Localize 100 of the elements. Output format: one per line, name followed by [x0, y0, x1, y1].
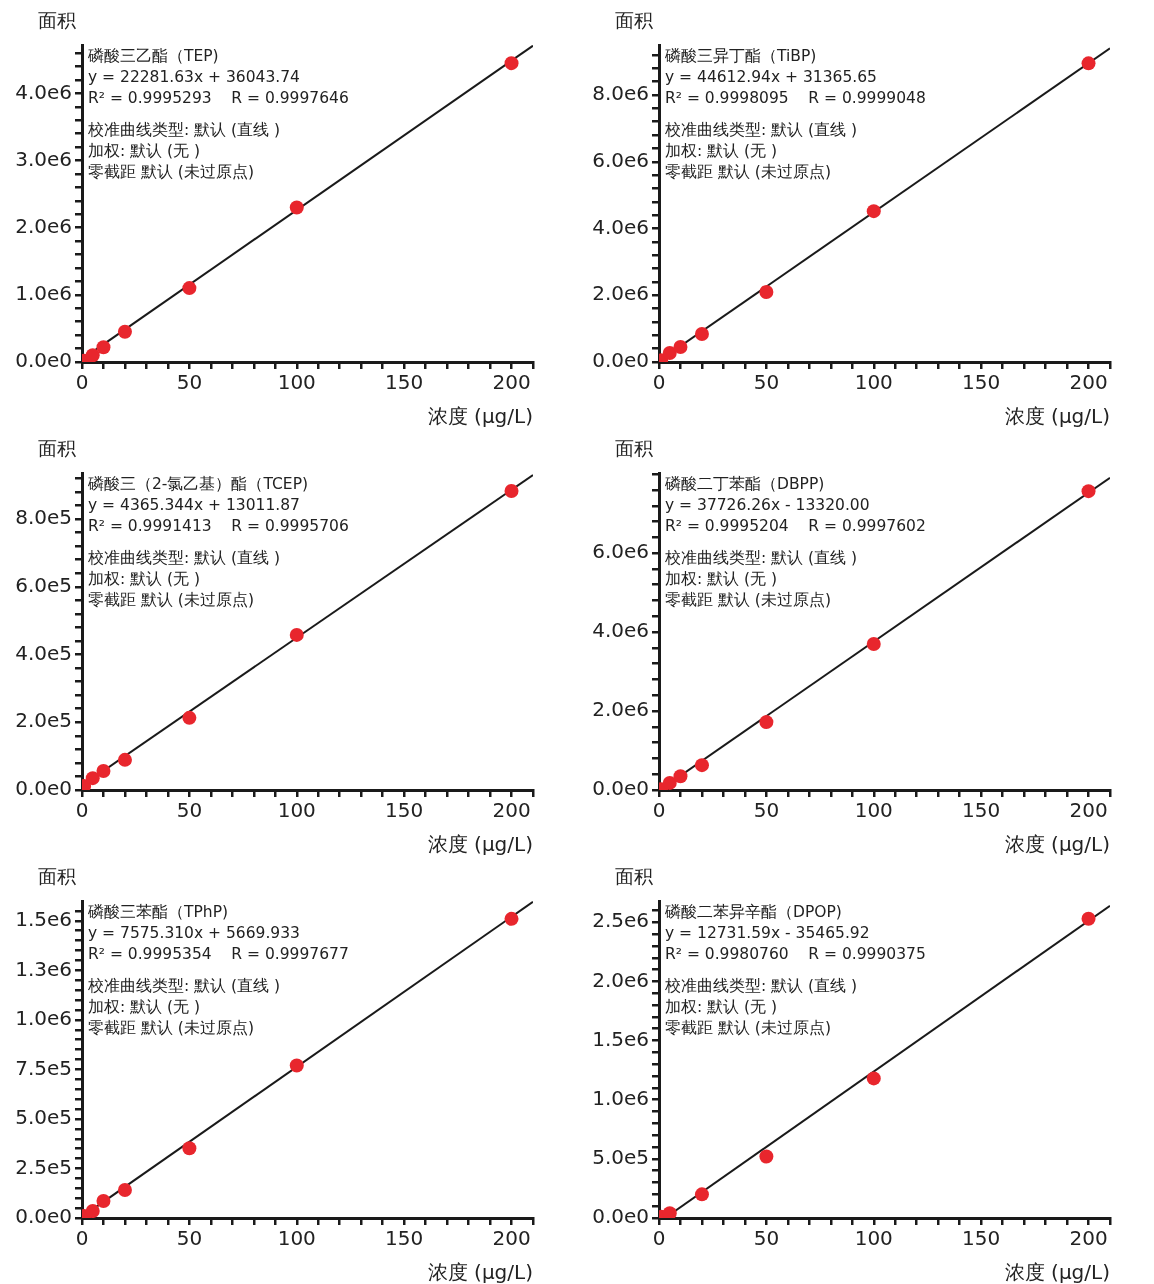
point	[85, 348, 100, 362]
annotation: 加权: 默认 (无 )	[665, 997, 779, 1018]
y-tick-label: 0.0e0	[15, 776, 72, 801]
point	[182, 1141, 197, 1156]
y-tick-label: 5.0e5	[15, 1105, 72, 1130]
point	[504, 483, 519, 498]
y-tick-label: 0.0e0	[592, 1204, 649, 1229]
annotation: y = 22281.63x + 36043.74	[88, 67, 301, 88]
y-tick-label: 8.0e5	[15, 505, 72, 530]
point	[182, 710, 197, 725]
annotation: R² = 0.9980760 R = 0.9990375	[665, 944, 926, 965]
y-tick-label: 8.0e6	[592, 81, 649, 106]
annotation: 加权: 默认 (无 )	[665, 141, 779, 162]
x-tick-label: 100	[854, 370, 893, 395]
x-tick-label: 100	[854, 1226, 893, 1251]
x-tick-label: 200	[492, 798, 531, 823]
y-tick-label: 1.0e6	[15, 281, 72, 306]
point	[759, 284, 774, 299]
point	[289, 627, 304, 642]
annotation: 加权: 默认 (无 )	[88, 569, 202, 590]
annotation: 加权: 默认 (无 )	[88, 997, 202, 1018]
y-tick-label: 4.0e5	[15, 640, 72, 665]
y-tick-label: 4.0e6	[15, 79, 72, 104]
x-tick-label: 100	[277, 798, 316, 823]
x-axis-title: 浓度 (μg/L)	[1004, 403, 1110, 430]
annotation: y = 4365.344x + 13011.87	[88, 495, 301, 516]
point	[289, 200, 304, 215]
point	[866, 204, 881, 219]
annotation: 磷酸二苯异辛酯（DPOP)	[665, 902, 843, 923]
y-tick-label: 4.0e6	[592, 214, 649, 239]
y-axis-title: 面积	[615, 436, 653, 461]
x-tick-label: 0	[75, 370, 89, 395]
x-axis-title: 浓度 (μg/L)	[427, 1259, 533, 1284]
annotation: 加权: 默认 (无 )	[88, 141, 202, 162]
x-tick-label: 100	[854, 798, 893, 823]
x-tick-label: 100	[277, 1226, 316, 1251]
annotation: 零截距 默认 (未过原点)	[88, 590, 255, 611]
y-tick-label: 1.3e6	[15, 956, 72, 981]
y-tick-label: 2.0e6	[592, 281, 649, 306]
point	[694, 326, 709, 341]
y-tick-label: 1.0e6	[15, 1006, 72, 1031]
y-axis-title: 面积	[615, 864, 653, 889]
point	[96, 764, 111, 779]
annotation: R² = 0.9995354 R = 0.9997677	[88, 944, 349, 965]
y-axis-title: 面积	[38, 436, 76, 461]
annotation: 加权: 默认 (无 )	[665, 569, 779, 590]
point	[96, 1193, 111, 1208]
x-tick-label: 200	[492, 370, 531, 395]
x-axis-title: 浓度 (μg/L)	[1004, 831, 1110, 858]
point	[1081, 484, 1096, 499]
annotation: 磷酸三（2-氯乙基）酯（TCEP)	[88, 474, 310, 495]
y-axis-title: 面积	[615, 8, 653, 33]
x-tick-label: 50	[753, 798, 780, 823]
annotation: 零截距 默认 (未过原点)	[665, 590, 832, 611]
annotation: 校准曲线类型: 默认 (直线 )	[665, 120, 859, 141]
x-tick-label: 150	[385, 1226, 424, 1251]
x-tick-label: 0	[652, 798, 666, 823]
y-axis-title: 面积	[38, 8, 76, 33]
annotation: 零截距 默认 (未过原点)	[88, 1018, 255, 1039]
y-tick-label: 2.0e6	[15, 213, 72, 238]
point	[504, 911, 519, 926]
point	[866, 636, 881, 651]
y-tick-label: 0.0e0	[592, 348, 649, 373]
y-tick-label: 6.0e6	[592, 539, 649, 564]
point	[182, 281, 197, 296]
x-tick-label: 50	[753, 1226, 780, 1251]
y-tick-label: 0.0e0	[592, 776, 649, 801]
annotation: R² = 0.9995293 R = 0.9997646	[88, 88, 349, 109]
point	[662, 1206, 677, 1218]
annotation: 零截距 默认 (未过原点)	[665, 1018, 832, 1039]
y-tick-label: 0.0e0	[15, 1204, 72, 1229]
y-tick-label: 2.0e6	[592, 697, 649, 722]
x-tick-label: 200	[1069, 370, 1108, 395]
point	[289, 1058, 304, 1073]
y-tick-label: 0.0e0	[15, 348, 72, 373]
annotation: 磷酸三异丁酯（TiBP)	[665, 46, 818, 67]
x-tick-label: 100	[277, 370, 316, 395]
y-tick-label: 2.5e5	[15, 1154, 72, 1179]
point	[673, 339, 688, 354]
point	[694, 1187, 709, 1202]
annotation: y = 7575.310x + 5669.933	[88, 923, 301, 944]
y-tick-label: 2.5e6	[592, 908, 649, 933]
annotation: R² = 0.9998095 R = 0.9999048	[665, 88, 926, 109]
annotation: 磷酸三乙酯（TEP)	[88, 46, 220, 67]
point	[662, 345, 677, 360]
y-tick-label: 7.5e5	[15, 1055, 72, 1080]
point	[673, 769, 688, 784]
annotation: 校准曲线类型: 默认 (直线 )	[665, 976, 859, 997]
annotation: 校准曲线类型: 默认 (直线 )	[88, 548, 282, 569]
point	[117, 324, 132, 339]
x-tick-label: 50	[753, 370, 780, 395]
annotation: 校准曲线类型: 默认 (直线 )	[88, 120, 282, 141]
y-tick-label: 1.5e6	[15, 907, 72, 932]
y-tick-label: 2.0e6	[592, 967, 649, 992]
y-tick-label: 3.0e6	[15, 146, 72, 171]
y-tick-label: 6.0e6	[592, 147, 649, 172]
annotation: 零截距 默认 (未过原点)	[665, 162, 832, 183]
x-tick-label: 0	[652, 370, 666, 395]
x-tick-label: 150	[962, 370, 1001, 395]
annotation: R² = 0.9995204 R = 0.9997602	[665, 516, 926, 537]
